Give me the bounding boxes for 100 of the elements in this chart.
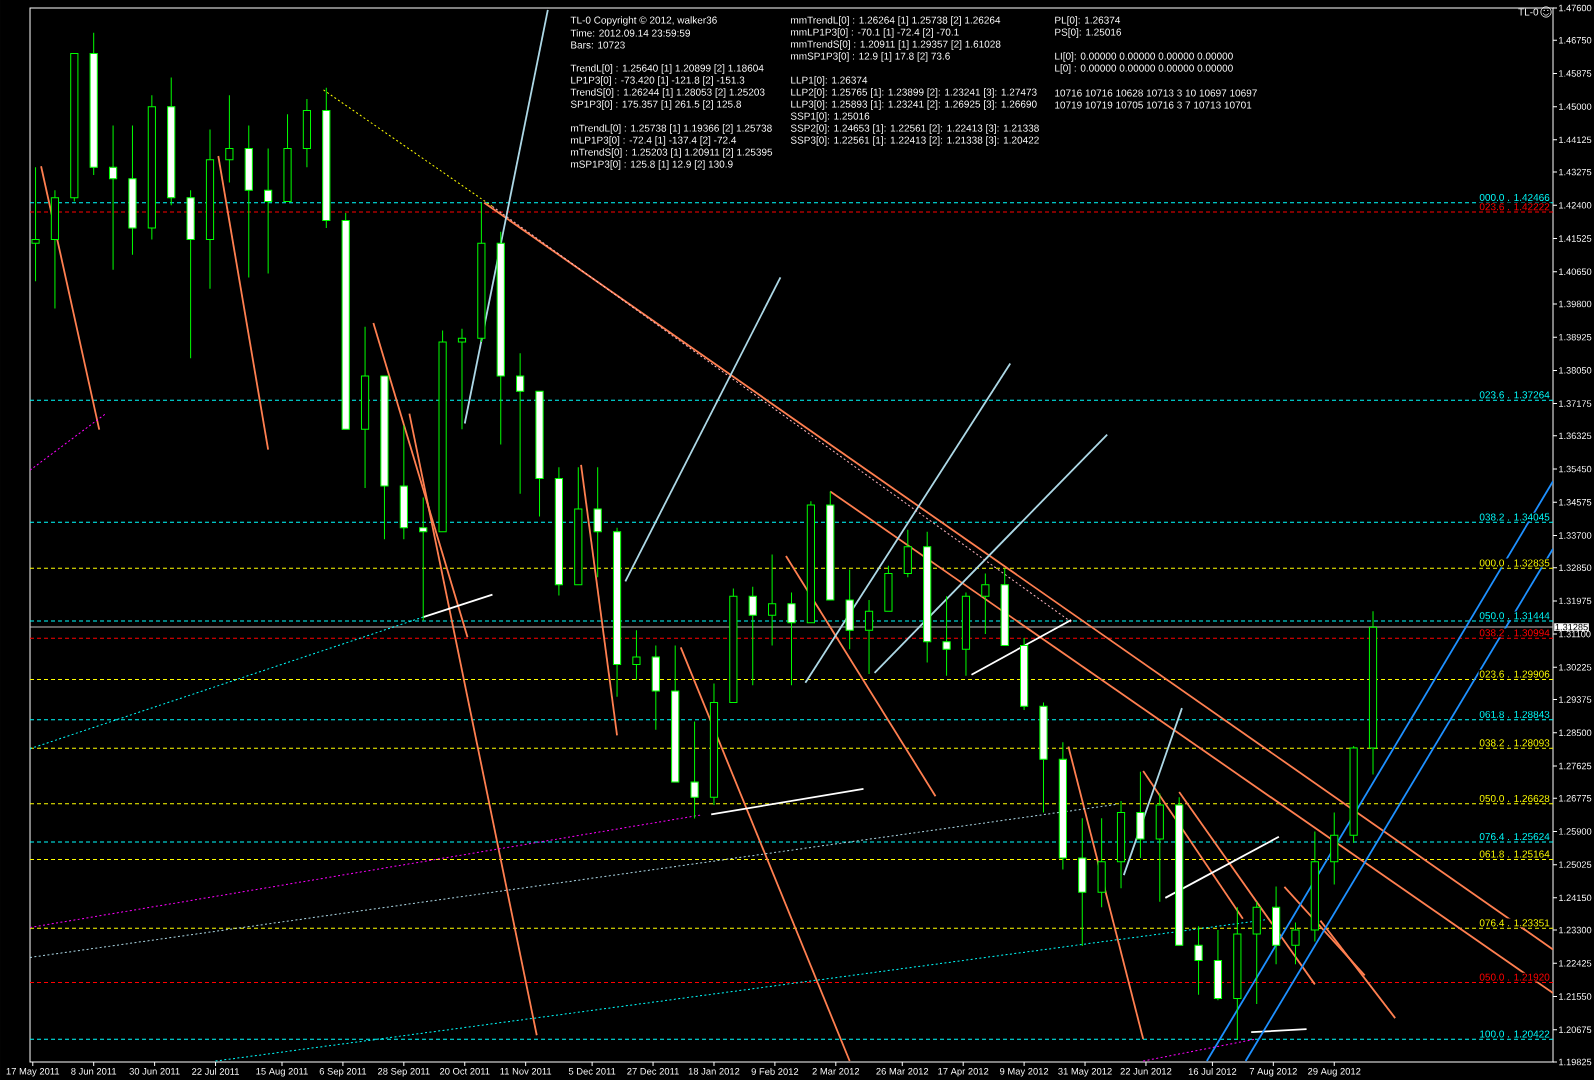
annotation: mmLP1P3[0] : -70.1 [1] -72.4 [2] -70.1	[791, 28, 959, 38]
x-tick-label: 18 Jan 2012	[688, 1067, 740, 1075]
y-tick-label: 1.42400	[1559, 202, 1592, 209]
annotation: TrendL[0] : 1.25640 [1] 1.20899 [2] 1.18604	[570, 64, 764, 74]
x-tick-label: 11 Nov 2011	[500, 1067, 552, 1075]
annotation: SP1P3[0] : 175.357 [1] 261.5 [2] 125.8	[570, 100, 742, 110]
annotation: Bars: 10723	[571, 41, 625, 49]
y-tick-label: 1.36325	[1559, 432, 1592, 440]
y-tick-label: 1.41525	[1559, 235, 1592, 242]
x-tick-label: 8 Jun 2011	[71, 1067, 117, 1075]
annotation: mTrendL[0] : 1.25738 [1] 1.19366 [2] 1.25738	[571, 124, 772, 134]
x-tick-label: 9 May 2012	[999, 1067, 1049, 1077]
x-tick-label: 2 Mar 2012	[812, 1067, 860, 1075]
y-tick-label: 1.21550	[1559, 993, 1592, 1000]
ref-line-label: 000.0 . 1.32835	[1479, 559, 1550, 567]
y-tick-label: 1.34575	[1559, 498, 1592, 506]
x-tick-label: 5 Dec 2011	[568, 1067, 616, 1075]
annotation: LI[0]: 0.00000 0.00000 0.00000 0.00000	[1055, 52, 1233, 62]
y-tick-label: 1.23300	[1559, 926, 1592, 934]
annotation: SSP3[0]: 1.22561 [1]: 1.22413 [2]: 1.21338 [3]: 1.20422	[790, 136, 1039, 146]
y-tick-label: 1.27625	[1559, 762, 1592, 770]
ref-line-label: 050.0 . 1.21920	[1479, 973, 1550, 981]
y-tick-label: 1.35450	[1559, 465, 1592, 473]
x-tick-label: 30 Jun 2011	[129, 1067, 180, 1075]
annotation: mLP1P3[0] : -72.4 [1] -137.4 [2] -72.4	[571, 136, 737, 146]
annotation: SSP2[0]: 1.24653 [1]: 1.22561 [2]: 1.22413 [3]: 1.21338	[790, 124, 1039, 134]
ref-line-label: 023.6 . 1.37264	[1479, 391, 1550, 399]
x-tick-label: 22 Jun 2012	[1120, 1067, 1172, 1075]
y-tick-label: 1.22425	[1559, 960, 1592, 967]
ref-line-label: 076.4 . 1.23351	[1479, 919, 1550, 927]
x-tick-label: 6 Sep 2011	[319, 1067, 367, 1077]
text: TL-0 Copyright © 2012, walker36	[570, 16, 717, 26]
annotation: mTrendS[0] : 1.25203 [1] 1.20911 [2] 1.25395	[571, 148, 773, 158]
x-tick-label: 17 May 2011	[6, 1067, 60, 1077]
x-tick-label: 9 Feb 2012	[751, 1067, 799, 1075]
y-tick-label: 1.45875	[1559, 70, 1592, 77]
annotation: SSP1[0]: 1.25016	[790, 112, 870, 122]
ref-line-label: 000.0 . 1.42466	[1479, 193, 1550, 201]
chart-subtitle: TL-0	[1518, 8, 1539, 16]
ref-line-label: 038.2 . 1.30994	[1479, 629, 1550, 637]
annotation: mSP1P3[0] : 125.8 [1] 12.9 [2] 130.9	[571, 160, 733, 170]
y-tick-label: 1.25025	[1559, 861, 1592, 868]
ref-line-label: 076.4 . 1.25624	[1479, 833, 1550, 841]
x-tick-label: 26 Mar 2012	[876, 1067, 929, 1075]
x-tick-label: 31 May 2012	[1058, 1067, 1112, 1077]
annotation: LP1P3[0] : -73.420 [1] -121.8 [2] -151.3	[571, 76, 745, 86]
x-tick-label: 27 Dec 2011	[627, 1067, 679, 1075]
y-tick-label: 1.29375	[1559, 696, 1592, 703]
y-tick-label: 1.30225	[1559, 664, 1592, 671]
y-tick-label: 1.46750	[1559, 36, 1592, 44]
ref-line-label: 061.8 . 1.25164	[1479, 850, 1550, 858]
ref-line-label: 023.6 . 1.42222	[1479, 203, 1550, 211]
x-tick-label: 7 Aug 2012	[1249, 1067, 1297, 1077]
y-tick-label: 1.32850	[1559, 564, 1592, 571]
y-tick-label: 1.45000	[1559, 103, 1592, 110]
y-tick-label: 1.31100	[1559, 630, 1591, 638]
x-tick-label: 29 Aug 2012	[1308, 1067, 1361, 1077]
annotation: L[0] : 0.00000 0.00000 0.00000 0.00000	[1055, 64, 1233, 74]
annotation: TrendS[0] : 1.26244 [1] 1.28053 [2] 1.25203	[570, 88, 765, 98]
annotation: LLP1[0]: 1.26374	[791, 76, 868, 86]
annotation: 10716 10716 10628 10713 3 10 10697 10697	[1055, 89, 1257, 97]
annotation: PL[0]: 1.26374	[1055, 16, 1121, 26]
ref-line-label: 050.0 . 1.26628	[1479, 794, 1550, 803]
ref-line-label: 038.2 . 1.28093	[1479, 739, 1550, 747]
x-tick-label: 20 Oct 2011	[439, 1067, 490, 1075]
x-tick-label: 22 Jul 2011	[192, 1067, 240, 1075]
y-tick-label: 1.26775	[1559, 794, 1592, 802]
y-tick-label: 1.25900	[1559, 828, 1592, 835]
y-tick-label: 1.24150	[1559, 894, 1592, 902]
y-tick-label: 1.38925	[1559, 333, 1592, 341]
annotation: Time: 2012.09.14 23:59:59	[570, 29, 690, 37]
ref-line-label: 100.0 . 1.20422	[1480, 1030, 1550, 1038]
annotation: LLP2[0]: 1.25765 [1]: 1.23899 [2]: 1.23241 [3]: 1.27473	[791, 88, 1037, 98]
annotation: PS[0]: 1.25016	[1055, 28, 1122, 38]
annotation: mmTrendS[0] : 1.20911 [1] 1.29357 [2] 1.61028	[791, 40, 1001, 50]
ref-line-label: 023.6 . 1.29906	[1479, 670, 1550, 678]
y-tick-label: 1.39800	[1559, 300, 1592, 308]
y-tick-label: 1.40650	[1559, 268, 1592, 275]
ref-line-label: 1.31285	[1555, 623, 1588, 631]
y-tick-label: 1.47600	[1559, 4, 1592, 12]
annotation: LLP3[0]: 1.25893 [1]: 1.23241 [2]: 1.26925 [3]: 1.26690	[791, 100, 1037, 110]
x-tick-label: 15 Aug 2011	[256, 1067, 308, 1077]
ref-line-label: 061.8 . 1.28843	[1479, 710, 1550, 718]
annotation: mmSP1P3[0] : 12.9 [1] 17.8 [2] 73.6	[791, 52, 950, 62]
y-tick-label: 1.28500	[1559, 729, 1592, 737]
y-tick-label: 1.44125	[1559, 136, 1592, 144]
x-tick-label: 28 Sep 2011	[378, 1067, 430, 1077]
ref-line-label: 038.2 . 1.34045	[1479, 513, 1550, 521]
annotation: mmTrendL[0] : 1.26264 [1] 1.25738 [2] 1.26264	[791, 16, 1001, 26]
y-tick-label: 1.31975	[1559, 597, 1592, 605]
y-tick-label: 1.20675	[1559, 1026, 1592, 1033]
y-tick-label: 1.19825	[1559, 1058, 1592, 1066]
annotation: 10719 10719 10705 10716 3 7 10713 10701	[1055, 101, 1252, 109]
y-tick-label: 1.33700	[1559, 532, 1592, 539]
ref-line-label: 050.0 . 1.31444	[1479, 612, 1550, 620]
x-tick-label: 16 Jul 2012	[1188, 1067, 1237, 1075]
y-tick-label: 1.38050	[1559, 367, 1592, 374]
y-tick-label: 1.43275	[1559, 168, 1592, 176]
x-tick-label: 17 Apr 2012	[938, 1067, 989, 1077]
y-tick-label: 1.37175	[1559, 400, 1592, 407]
